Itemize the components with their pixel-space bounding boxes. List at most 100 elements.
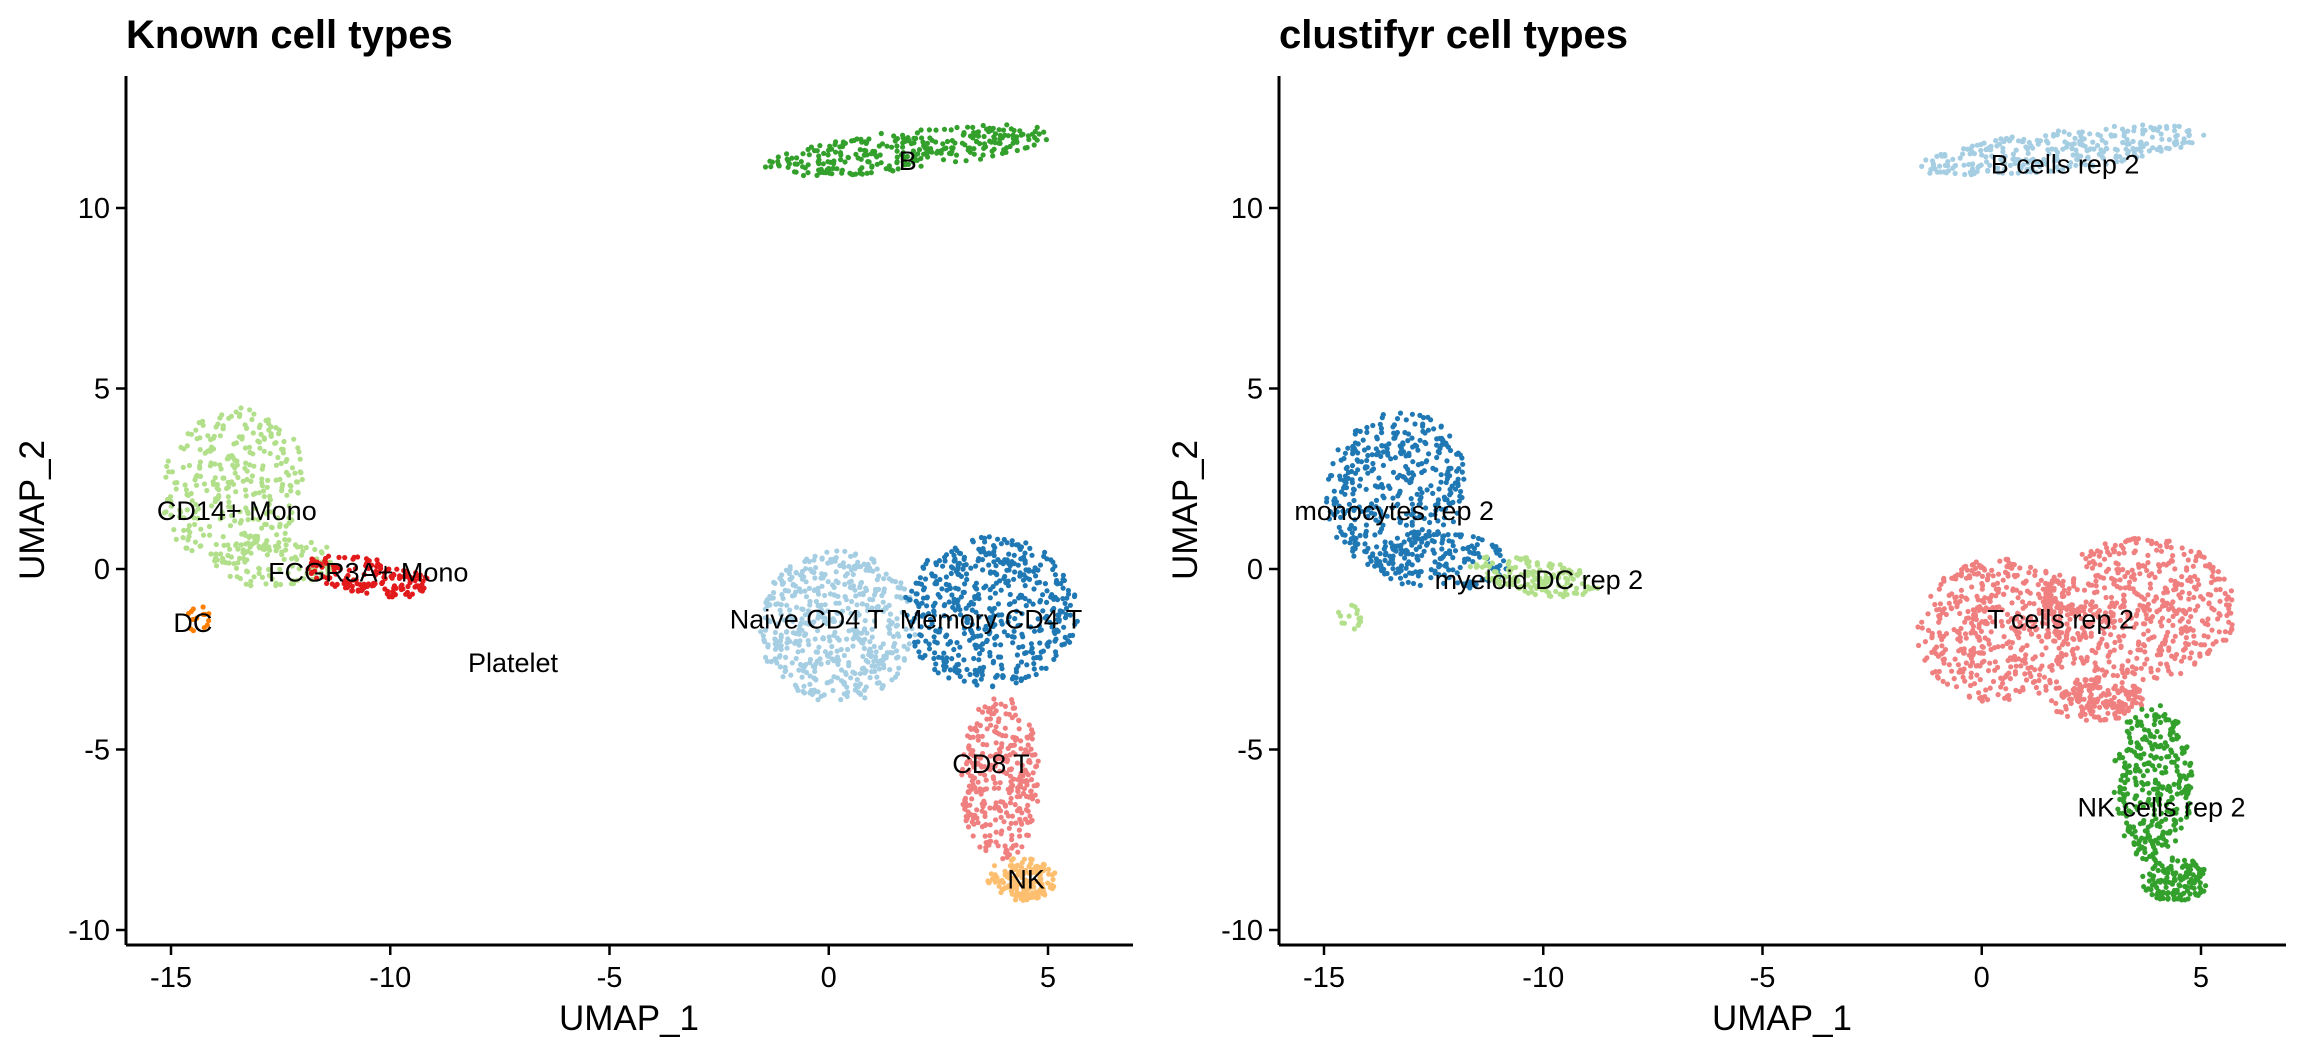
data-point (880, 662, 887, 668)
data-point (363, 561, 370, 567)
data-point (900, 144, 906, 150)
data-point (2159, 597, 2166, 604)
data-point (1409, 411, 1415, 417)
data-point (871, 557, 877, 563)
data-point (1395, 543, 1401, 549)
data-point (342, 555, 348, 561)
data-point (1968, 169, 1974, 175)
data-point (780, 674, 786, 680)
data-point (1379, 443, 1385, 449)
data-point (803, 594, 810, 600)
data-point (895, 166, 901, 172)
data-point (838, 646, 844, 653)
data-point (853, 593, 859, 599)
data-point (2147, 740, 2153, 746)
data-point (1040, 592, 1046, 598)
data-point (878, 658, 884, 664)
data-point (1355, 450, 1361, 456)
data-point (850, 643, 856, 649)
data-point (862, 670, 868, 676)
data-point (1023, 807, 1029, 813)
data-point (226, 560, 232, 566)
data-point (2057, 572, 2063, 578)
data-point (2152, 786, 2158, 792)
data-point (1484, 554, 1490, 560)
data-point (814, 148, 820, 154)
data-point (1975, 663, 1981, 669)
data-point (256, 490, 262, 496)
data-point (940, 157, 947, 163)
data-point (1967, 682, 1974, 689)
data-point (2149, 746, 2155, 752)
data-point (806, 619, 812, 626)
data-point (266, 572, 272, 579)
data-point (995, 557, 1001, 563)
data-point (1434, 531, 1440, 538)
data-point (1930, 670, 1936, 676)
data-point (2064, 713, 2071, 720)
data-point (846, 663, 852, 669)
data-point (1961, 146, 1967, 152)
data-point (998, 642, 1004, 648)
data-point (296, 566, 302, 572)
data-point (2175, 581, 2181, 587)
data-point (986, 534, 992, 540)
data-point (185, 611, 192, 617)
data-point (206, 611, 212, 617)
data-point (227, 546, 233, 552)
data-point (1919, 625, 1925, 631)
data-point (762, 615, 769, 621)
data-point (1370, 460, 1376, 467)
data-point (2205, 616, 2211, 622)
data-point (829, 643, 835, 650)
data-point (1423, 440, 1429, 447)
data-point (1021, 572, 1027, 578)
x-tick-label: 0 (821, 962, 837, 994)
data-point (1018, 659, 1025, 665)
data-point (2192, 660, 2198, 666)
data-point (2121, 833, 2127, 839)
data-point (1982, 694, 1988, 700)
data-point (2085, 581, 2091, 587)
data-point (277, 566, 283, 572)
data-point (1364, 424, 1370, 431)
data-point (762, 164, 769, 170)
data-point (2105, 710, 2111, 716)
data-point (2107, 552, 2113, 558)
data-point (844, 636, 850, 642)
data-point (1007, 591, 1013, 598)
data-point (409, 591, 415, 597)
data-point (2033, 684, 2039, 691)
data-point (357, 582, 363, 588)
data-point (839, 608, 846, 614)
data-point (997, 780, 1003, 786)
data-point (2191, 633, 2197, 639)
data-point (1376, 475, 1382, 481)
data-point (949, 138, 955, 144)
data-point (992, 545, 998, 551)
data-point (212, 555, 218, 562)
data-point (215, 421, 221, 427)
data-point (1379, 415, 1385, 421)
data-point (1035, 758, 1041, 764)
data-point (2129, 664, 2135, 670)
data-point (1020, 644, 1026, 650)
data-point (283, 547, 289, 553)
data-point (336, 565, 342, 571)
data-point (269, 525, 275, 531)
data-point (2137, 141, 2143, 147)
data-point (2081, 696, 2087, 702)
data-point (1406, 450, 1412, 456)
data-point (2089, 647, 2095, 654)
data-point (304, 570, 310, 577)
data-point (1962, 171, 1968, 178)
data-point (229, 513, 235, 519)
data-point (165, 458, 171, 464)
data-point (861, 627, 868, 633)
data-point (2038, 577, 2044, 583)
data-point (177, 514, 183, 520)
data-point (2059, 642, 2066, 648)
data-point (2148, 538, 2155, 544)
data-point (806, 642, 812, 648)
data-point (2187, 655, 2193, 661)
